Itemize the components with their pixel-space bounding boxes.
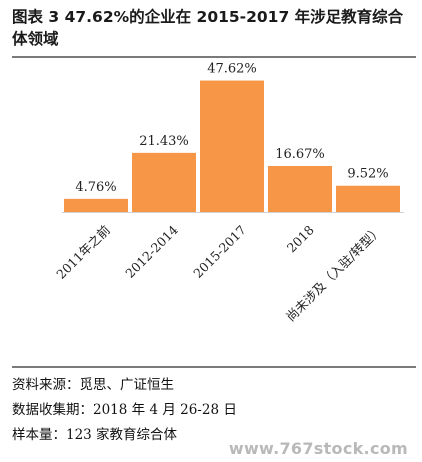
top-rule [12,56,416,58]
bar-chart: 4.76% 21.43% 47.62% 16.67% 9.52% 2011年之前 2012… [53,62,404,324]
data-label-1: 4.76% [75,180,116,195]
data-label-3: 47.62% [207,62,257,77]
bar-4 [268,165,332,212]
sample-size-note: 样本量：123 家教育综合体 [12,427,178,443]
bar-2 [132,152,196,212]
bar-3 [200,80,264,212]
x-tick-label-2: 2012-2014 [122,222,181,281]
source-note: 资料来源：觅思、广证恒生 [12,377,174,393]
bottom-rule [12,366,416,368]
x-tick-label-3: 2015-2017 [190,222,249,281]
bar-1 [64,198,128,212]
data-label-2: 21.43% [139,134,189,149]
watermark-text: www.767stock.com [228,439,408,458]
x-tick-label-4: 2018 [284,222,317,255]
figure-notes: 资料来源：觅思、广证恒生 数据收集期：2018 年 4 月 26-28 日 样本… [12,373,237,448]
bar-5 [336,185,400,212]
collection-date-note: 数据收集期：2018 年 4 月 26-28 日 [12,402,237,418]
figure-title: 图表 3 47.62%的企业在 2015-2017 年涉足教育综合体领域 [12,8,404,48]
x-tick-label-1: 2011年之前 [53,222,113,282]
data-label-4: 16.67% [275,147,325,162]
data-label-5: 9.52% [347,167,388,182]
